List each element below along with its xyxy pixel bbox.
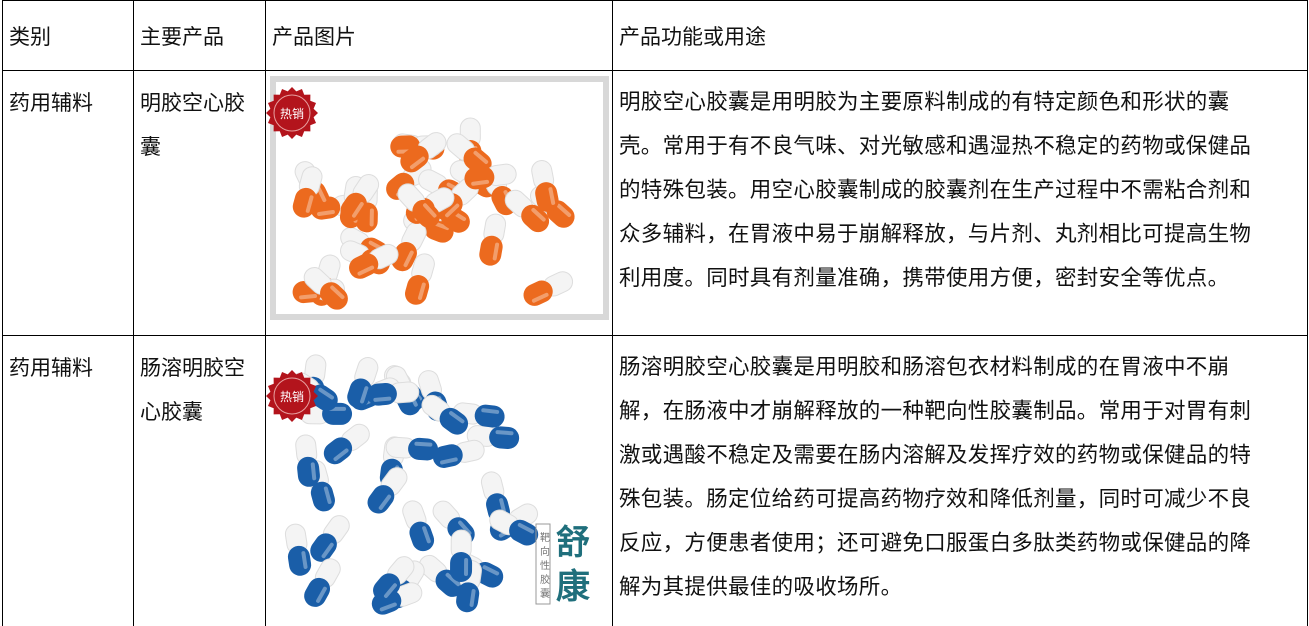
row: 药用辅料 肠溶明胶空心胶囊 热销舒康靶向性胶囊 肠溶明胶空心胶囊是用明胶和肠溶包… [3, 336, 1308, 626]
category: 药用辅料 [3, 336, 134, 626]
page: 药用辅料 {"table":{"header":["类别","主要产品","产品… [0, 0, 1309, 594]
header-cell: 类别 [3, 1, 134, 71]
line: 心胶囊 [140, 390, 265, 434]
product: 肠溶明胶空心胶囊 [134, 336, 266, 626]
capsule [385, 436, 438, 461]
line: 明胶空心胶 [140, 81, 265, 125]
brand: 舒 [556, 523, 590, 563]
description-line: 壳。常用于有不良气味、对光敏感和遇湿热不稳定的药物或保健品 [619, 125, 1307, 169]
description-line: 解，在肠液中才崩解释放的一种靶向性胶囊制品。常用于对胃有刺 [619, 390, 1307, 434]
capsule [450, 530, 472, 582]
capsule-color [488, 426, 520, 450]
badge-label: 热销 [280, 390, 304, 404]
capsule-image: 热销 [266, 71, 612, 335]
capsule-color [407, 437, 438, 461]
description-line: 解为其提供最佳的吸收场所。 [619, 566, 1307, 610]
description-line: 众多辅料，在胃液中易于崩解释放，与片剂、丸剂相比可提高生物 [619, 213, 1307, 257]
brand: 康 [556, 567, 590, 607]
capsule-color [450, 552, 472, 582]
image-cell: 热销 [266, 71, 613, 336]
header-row: 类别 主要产品 产品图片 产品功能或用途 [3, 1, 1308, 71]
description-line: 肠溶明胶空心胶囊是用明胶和肠溶包衣材料制成的在胃液中不崩 [619, 346, 1307, 390]
line: 肠溶明胶空 [140, 346, 265, 390]
description-line: 的特殊包装。用空心胶囊制成的胶囊剂在生产过程中不需粘合剂和 [619, 169, 1307, 213]
capsule [319, 419, 374, 468]
description-line: 殊包装。肠定位给药可提高药物疗效和降低剂量，同时可减少不良 [619, 478, 1307, 522]
row: 药用辅料 明胶空心胶囊 热销 明胶空心胶囊是用明胶为主要原料制成的有特定颜色和形… [3, 71, 1308, 336]
description-line: 激或遇酸不稳定及需要在肠内溶解及发挥疗效的药物或保健品的特 [619, 434, 1307, 478]
description-line: 明胶空心胶囊是用明胶为主要原料制成的有特定颜色和形状的囊 [619, 81, 1307, 125]
capsule [431, 437, 487, 470]
capsule-shine [370, 208, 374, 226]
product: 明胶空心胶囊 [134, 71, 266, 336]
category: 药用辅料 [3, 71, 134, 336]
image-cell: 热销舒康靶向性胶囊 [266, 336, 613, 626]
description-line: 反应，方便患者使用；还可避免口服蛋白多肽类药物或保健品的降 [619, 522, 1307, 566]
capsule-shine [464, 558, 468, 576]
header-cell: 主要产品 [134, 1, 266, 71]
header-cell: 产品功能或用途 [613, 1, 1308, 71]
description: 肠溶明胶空心胶囊是用明胶和肠溶包衣材料制成的在胃液中不崩解，在肠液中才崩解释放的… [613, 336, 1308, 626]
tagline: 靶向性胶囊 [538, 531, 550, 602]
description-line: 利用度。同时具有剂量准确，携带使用方便，密封安全等优点。 [619, 257, 1307, 301]
header-cell: 产品图片 [266, 1, 613, 71]
badge-label: 热销 [280, 107, 304, 121]
capsule [306, 511, 354, 566]
capsule [399, 498, 437, 554]
description: 明胶空心胶囊是用明胶为主要原料制成的有特定颜色和形状的囊壳。常用于有不良气味、对… [613, 71, 1308, 336]
line: 囊 [140, 125, 265, 169]
document: 类别 主要产品 产品图片 产品功能或用途 药用辅料 明胶空心胶囊 热销 明胶空心… [0, 0, 1309, 594]
capsule [283, 523, 313, 578]
